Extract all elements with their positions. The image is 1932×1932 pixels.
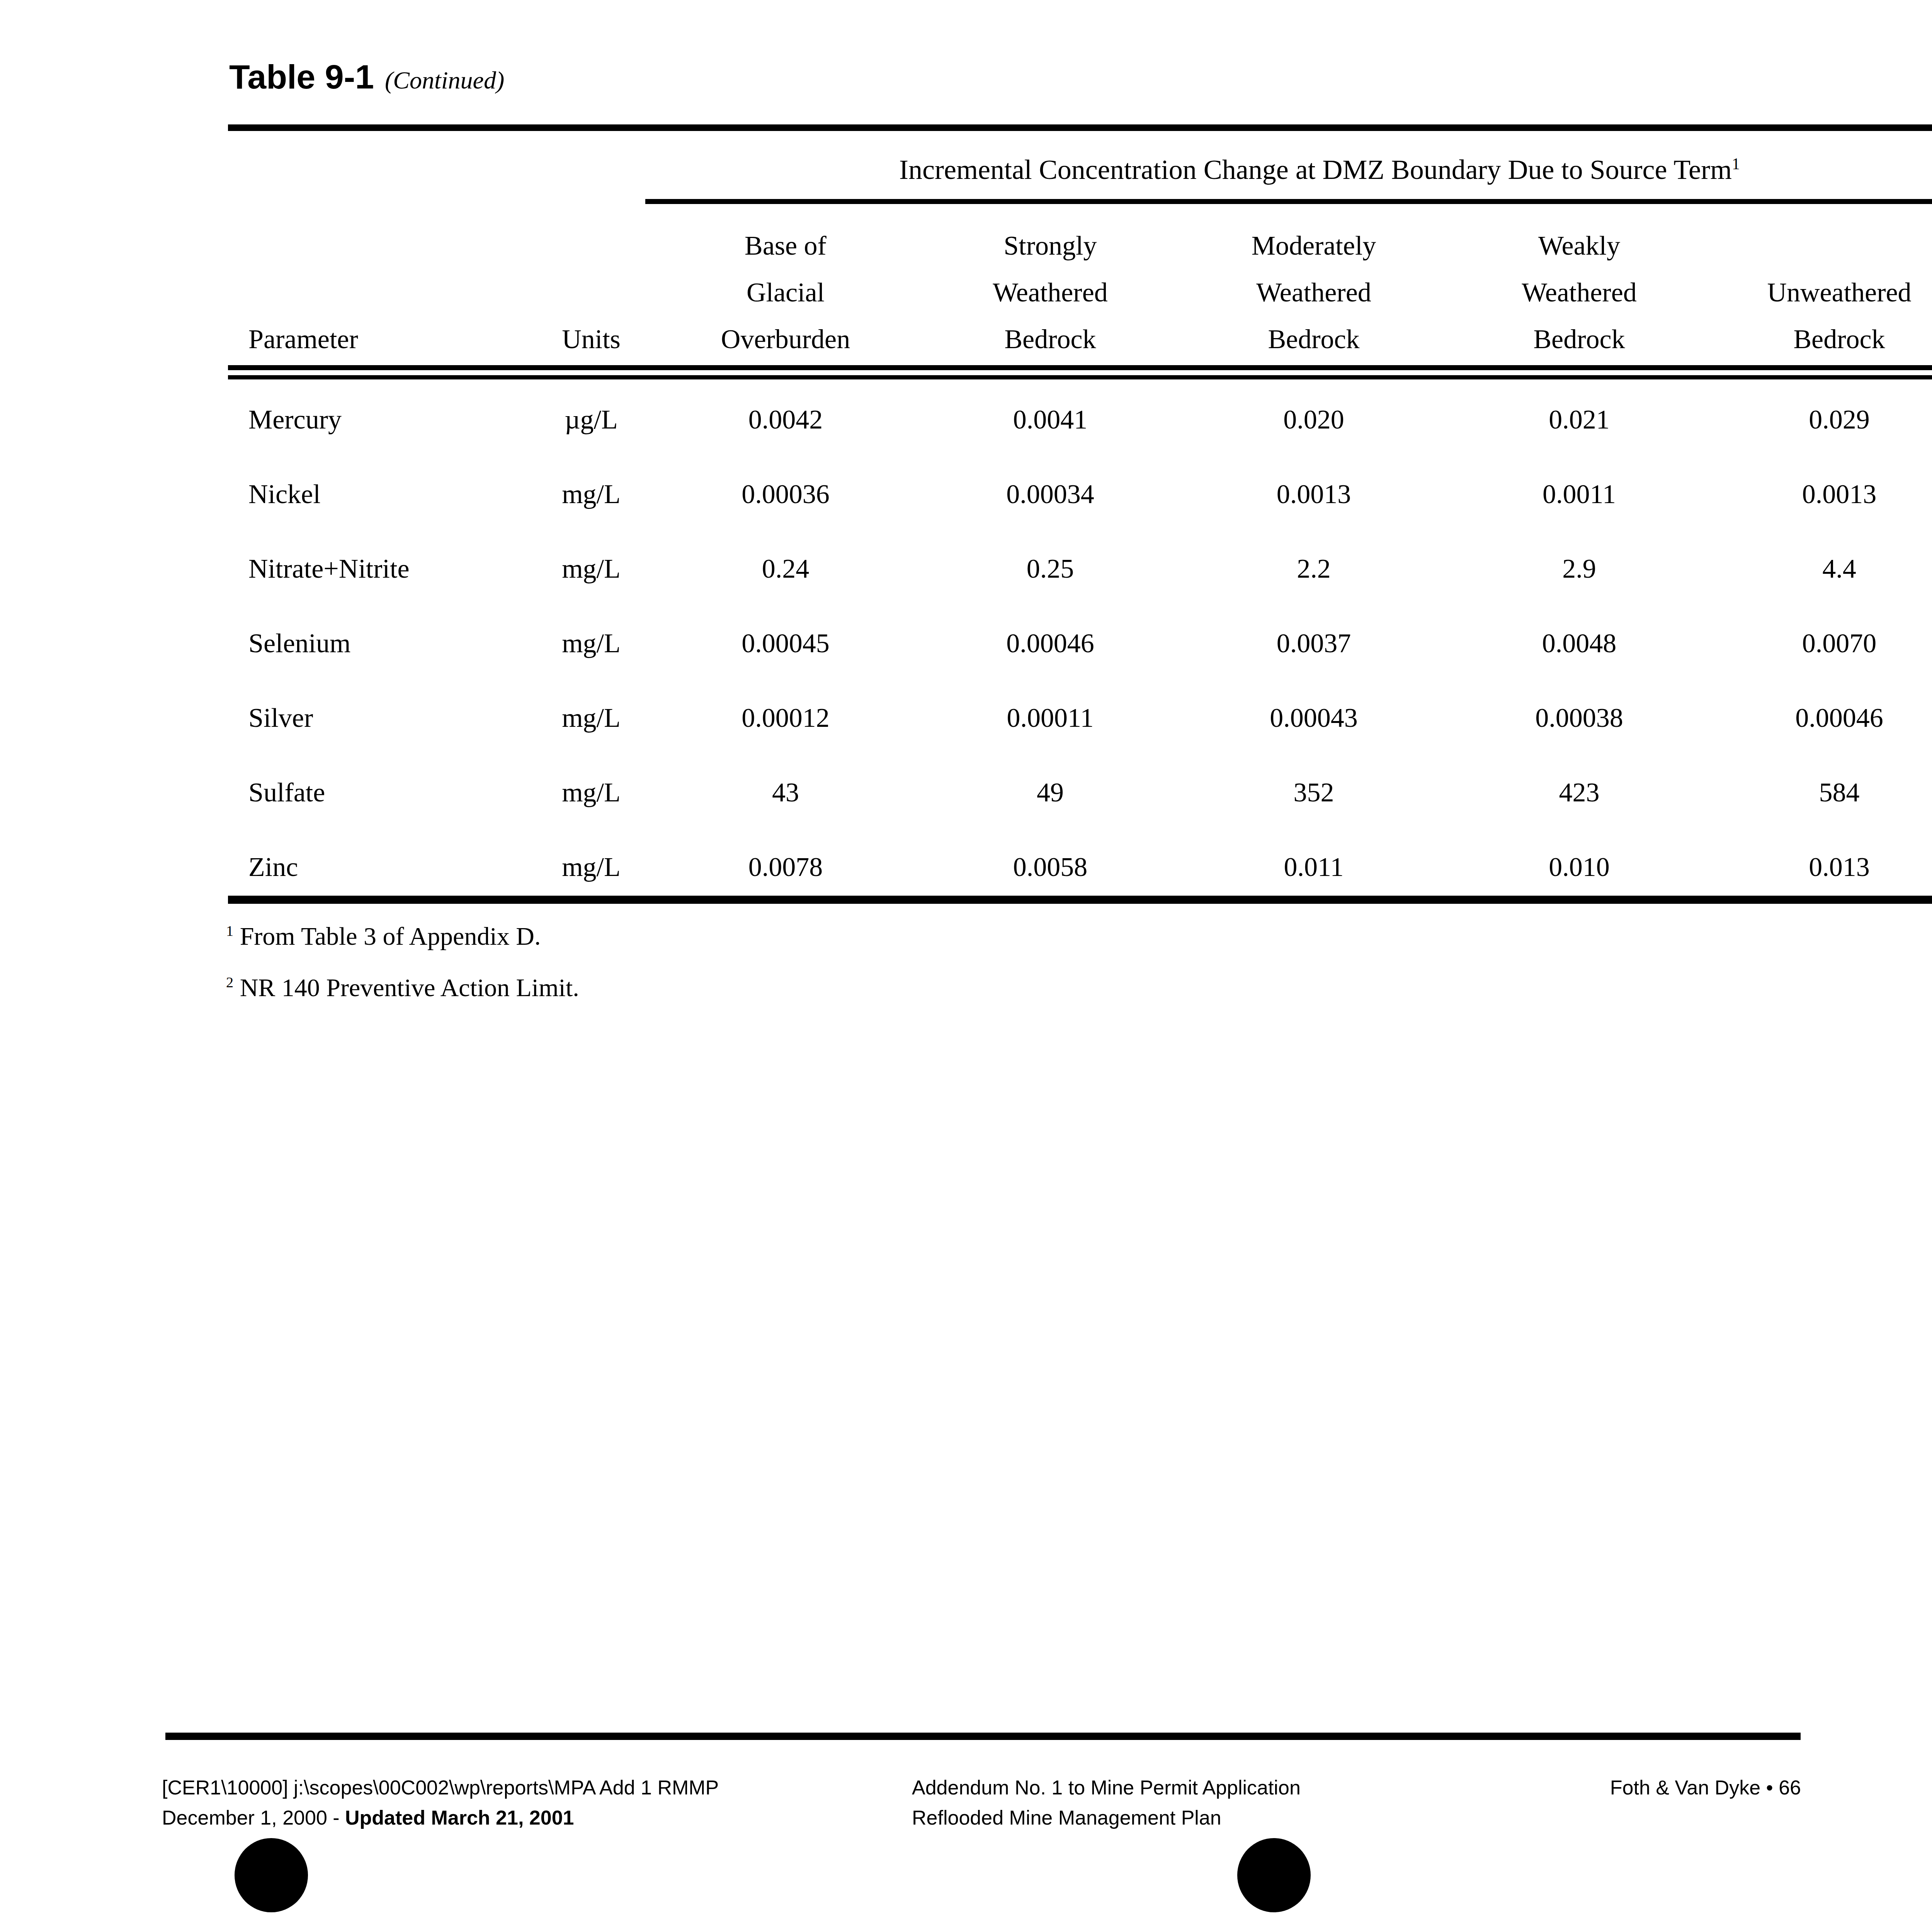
column-header-line: Bedrock bbox=[1436, 316, 1722, 362]
column-header-line: Glacial bbox=[643, 269, 929, 316]
table-top-rule bbox=[228, 124, 1932, 131]
footnote-text: From Table 3 of Appendix D. bbox=[240, 922, 541, 950]
value-cell: 0.0070 bbox=[1696, 620, 1932, 667]
value-cell: 0.0041 bbox=[907, 396, 1193, 443]
value-cell: 0.013 bbox=[1696, 844, 1932, 890]
value-cell: 0.0011 bbox=[1436, 471, 1722, 517]
column-header-base-of-glacial-overburden: Base of Glacial Overburden bbox=[643, 222, 929, 362]
value-cell: 0.020 bbox=[1171, 396, 1457, 443]
table-row: Zinc mg/L 0.0078 0.0058 0.011 0.010 0.01… bbox=[0, 844, 1932, 890]
span-header-text: Incremental Concentration Change at DMZ … bbox=[899, 154, 1732, 185]
scanned-document-page: Table 9-1 (Continued) Incremental Concent… bbox=[0, 0, 1932, 1932]
value-cell: 0.00036 bbox=[643, 471, 929, 517]
value-cell: 49 bbox=[907, 769, 1193, 816]
value-cell: 2.2 bbox=[1171, 546, 1457, 592]
value-cell: 0.0037 bbox=[1171, 620, 1457, 667]
value-cell: 0.029 bbox=[1696, 396, 1932, 443]
column-header-line: Base of bbox=[643, 222, 929, 269]
value-cell: 0.00043 bbox=[1171, 695, 1457, 741]
header-double-rule-top bbox=[228, 365, 1932, 370]
column-header-line: Moderately bbox=[1171, 222, 1457, 269]
value-cell: 0.00038 bbox=[1436, 695, 1722, 741]
table-row: Silver mg/L 0.00012 0.00011 0.00043 0.00… bbox=[0, 695, 1932, 741]
table-span-header: Incremental Concentration Change at DMZ … bbox=[645, 154, 1932, 186]
value-cell: 0.0048 bbox=[1436, 620, 1722, 667]
table-row: Mercury µg/L 0.0042 0.0041 0.020 0.021 0… bbox=[0, 396, 1932, 443]
footer-date-updated: Updated March 21, 2001 bbox=[345, 1806, 574, 1829]
table-row: Nickel mg/L 0.00036 0.00034 0.0013 0.001… bbox=[0, 471, 1932, 517]
value-cell: 0.24 bbox=[643, 546, 929, 592]
table-continued-label: (Continued) bbox=[385, 66, 504, 94]
column-header-line: Weathered bbox=[1436, 269, 1722, 316]
value-cell: 0.25 bbox=[907, 546, 1193, 592]
column-header-line: Weakly bbox=[1436, 222, 1722, 269]
footer-center-line1: Addendum No. 1 to Mine Permit Applicatio… bbox=[912, 1776, 1301, 1799]
column-header-weakly-weathered-bedrock: Weakly Weathered Bedrock bbox=[1436, 222, 1722, 362]
column-header-moderately-weathered-bedrock: Moderately Weathered Bedrock bbox=[1171, 222, 1457, 362]
column-header-line: Bedrock bbox=[1171, 316, 1457, 362]
value-cell: 0.00046 bbox=[1696, 695, 1932, 741]
footnote-text: NR 140 Preventive Action Limit. bbox=[240, 973, 579, 1002]
page-title: Table 9-1 (Continued) bbox=[229, 57, 504, 97]
column-header-strongly-weathered-bedrock: Strongly Weathered Bedrock bbox=[907, 222, 1193, 362]
table-row: Selenium mg/L 0.00045 0.00046 0.0037 0.0… bbox=[0, 620, 1932, 667]
value-cell: 0.0013 bbox=[1171, 471, 1457, 517]
value-cell: 0.021 bbox=[1436, 396, 1722, 443]
column-header-unweathered-bedrock: Unweathered Bedrock bbox=[1696, 269, 1932, 362]
table-bottom-rule bbox=[228, 896, 1932, 904]
header-double-rule-bottom bbox=[228, 375, 1932, 379]
value-cell: 0.00034 bbox=[907, 471, 1193, 517]
footnote-marker: 1 bbox=[226, 923, 233, 939]
footnote-marker: 2 bbox=[226, 974, 233, 990]
column-header-line: Unweathered bbox=[1696, 269, 1932, 316]
footer-doc-ref: [CER1\10000] j:\scopes\00C002\wp\reports… bbox=[162, 1776, 719, 1799]
value-cell: 0.0042 bbox=[643, 396, 929, 443]
column-header-line: Strongly bbox=[907, 222, 1193, 269]
table-row: Nitrate+Nitrite mg/L 0.24 0.25 2.2 2.9 4… bbox=[0, 546, 1932, 592]
footer-center-line2: Reflooded Mine Management Plan bbox=[912, 1806, 1221, 1829]
hole-punch-mark bbox=[1237, 1838, 1311, 1912]
value-cell: 584 bbox=[1696, 769, 1932, 816]
span-header-underline bbox=[645, 199, 1932, 204]
footnote-2: 2 NR 140 Preventive Action Limit. bbox=[226, 973, 579, 1002]
value-cell: 423 bbox=[1436, 769, 1722, 816]
value-cell: 0.0078 bbox=[643, 844, 929, 890]
footer-page-credit: Foth & Van Dyke • 66 bbox=[1507, 1776, 1801, 1799]
column-header-line: Weathered bbox=[907, 269, 1193, 316]
table-row: Sulfate mg/L 43 49 352 423 584 125 bbox=[0, 769, 1932, 816]
hole-punch-mark bbox=[235, 1838, 308, 1912]
span-header-footnote-ref: 1 bbox=[1732, 155, 1740, 173]
footer-date-line: December 1, 2000 - Updated March 21, 200… bbox=[162, 1806, 574, 1829]
column-header-line: Overburden bbox=[643, 316, 929, 362]
value-cell: 0.010 bbox=[1436, 844, 1722, 890]
value-cell: 43 bbox=[643, 769, 929, 816]
value-cell: 352 bbox=[1171, 769, 1457, 816]
column-header-line: Bedrock bbox=[907, 316, 1193, 362]
footer-date-prefix: December 1, 2000 - bbox=[162, 1806, 345, 1829]
column-header-line: Weathered bbox=[1171, 269, 1457, 316]
value-cell: 4.4 bbox=[1696, 546, 1932, 592]
footer-rule bbox=[165, 1733, 1801, 1740]
value-cell: 2.9 bbox=[1436, 546, 1722, 592]
value-cell: 0.00012 bbox=[643, 695, 929, 741]
value-cell: 0.0058 bbox=[907, 844, 1193, 890]
column-header-line: Bedrock bbox=[1696, 316, 1932, 362]
table-number: Table 9-1 bbox=[229, 58, 374, 96]
value-cell: 0.0013 bbox=[1696, 471, 1932, 517]
value-cell: 0.00045 bbox=[643, 620, 929, 667]
value-cell: 0.00046 bbox=[907, 620, 1193, 667]
value-cell: 0.011 bbox=[1171, 844, 1457, 890]
footnote-1: 1 From Table 3 of Appendix D. bbox=[226, 922, 541, 951]
value-cell: 0.00011 bbox=[907, 695, 1193, 741]
